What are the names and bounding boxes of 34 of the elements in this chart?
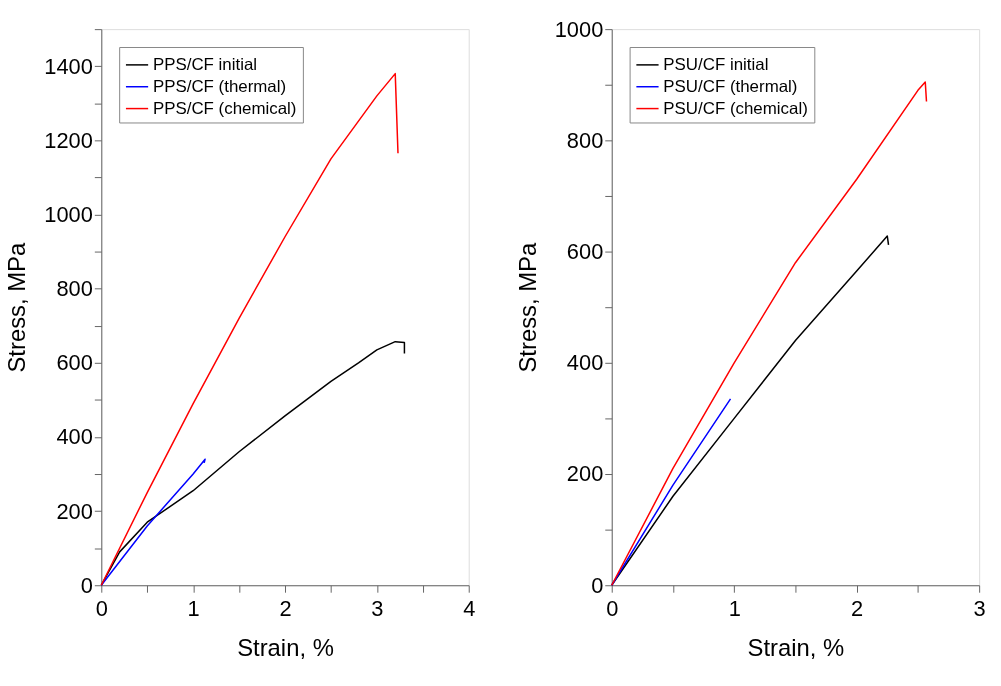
legend-label: PPS/CF initial bbox=[152, 54, 258, 74]
x-tick-label: 2 bbox=[851, 595, 864, 621]
line-series bbox=[100, 72, 399, 586]
y-tick-label: 600 bbox=[566, 239, 604, 265]
x-tick-label: 3 bbox=[973, 595, 986, 621]
y-tick-label: 600 bbox=[56, 350, 93, 376]
legend-label: PSU/CF initial bbox=[663, 54, 769, 74]
x-tick-label: 1 bbox=[728, 595, 741, 621]
y-tick-label: 0 bbox=[591, 572, 604, 598]
y-axis-title: Stress, MPa bbox=[513, 242, 541, 373]
x-axis-title: Strain, % bbox=[237, 634, 334, 662]
line-series bbox=[610, 81, 928, 586]
y-tick-label: 1200 bbox=[44, 127, 93, 153]
x-tick-label: 3 bbox=[371, 595, 384, 621]
y-tick-label: 400 bbox=[56, 424, 93, 450]
y-tick-label: 1000 bbox=[554, 16, 604, 42]
y-tick-label: 200 bbox=[566, 461, 604, 487]
legend-label: PPS/CF (thermal) bbox=[152, 76, 287, 96]
y-tick-label: 0 bbox=[80, 572, 93, 598]
x-tick-label: 1 bbox=[187, 595, 200, 621]
legend-label: PSU/CF (thermal) bbox=[663, 76, 798, 96]
legend-label: PPS/CF (chemical) bbox=[152, 98, 297, 118]
x-tick-label: 4 bbox=[463, 595, 476, 621]
y-tick-label: 200 bbox=[56, 498, 93, 524]
legend-label: PSU/CF (chemical) bbox=[663, 98, 808, 118]
x-axis-title: Strain, % bbox=[747, 634, 845, 662]
y-axis-title: Stress, MPa bbox=[3, 242, 31, 373]
x-tick-label: 2 bbox=[279, 595, 292, 621]
y-tick-label: 1000 bbox=[44, 201, 93, 227]
y-tick-label: 800 bbox=[566, 127, 604, 153]
y-tick-label: 1400 bbox=[44, 53, 93, 79]
y-tick-label: 800 bbox=[56, 276, 93, 302]
y-tick-label: 400 bbox=[566, 350, 604, 376]
line-series bbox=[100, 458, 206, 586]
